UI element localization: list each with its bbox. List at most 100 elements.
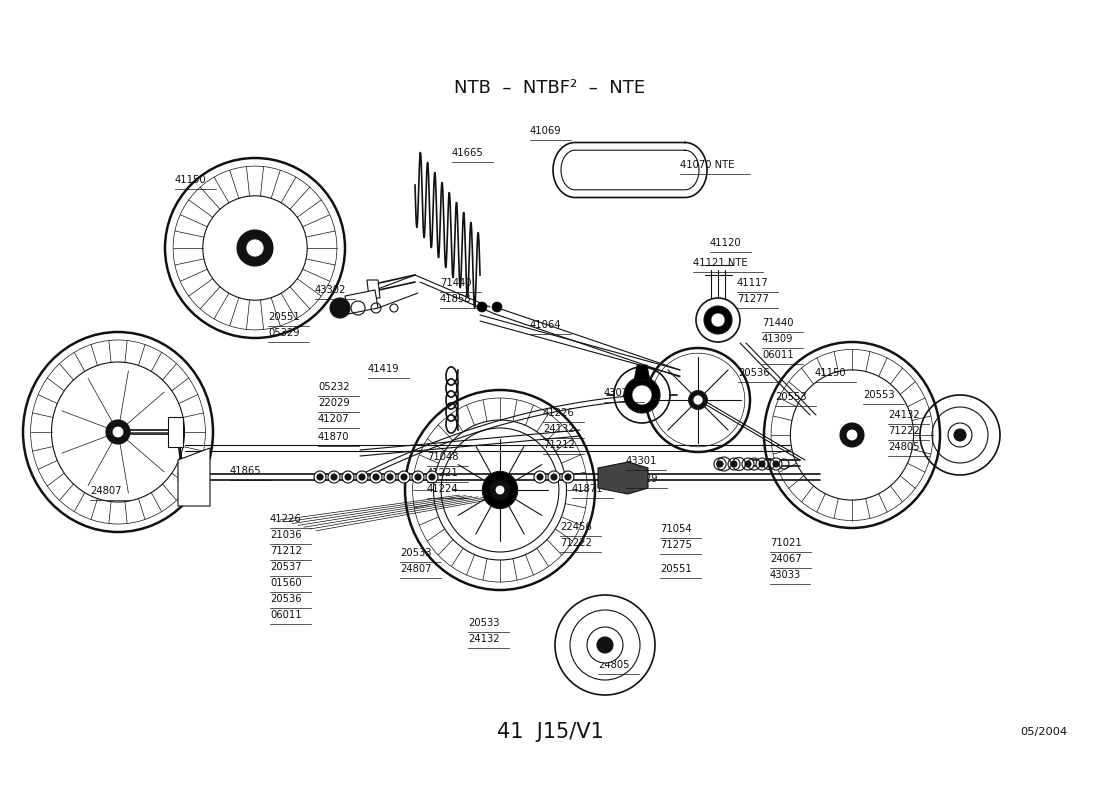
Circle shape <box>770 458 782 470</box>
Text: 41871: 41871 <box>572 484 604 494</box>
Text: 41064: 41064 <box>530 320 561 330</box>
Circle shape <box>728 458 740 470</box>
Text: 24067: 24067 <box>770 554 802 564</box>
Circle shape <box>384 471 396 483</box>
Text: 41419: 41419 <box>368 364 399 374</box>
Circle shape <box>773 461 779 467</box>
Circle shape <box>402 474 407 480</box>
Text: 41224: 41224 <box>427 484 459 494</box>
Circle shape <box>745 461 751 467</box>
Text: 41150: 41150 <box>175 175 207 185</box>
Text: 24132: 24132 <box>888 410 920 420</box>
Circle shape <box>492 302 502 312</box>
Circle shape <box>537 474 543 480</box>
Text: 71212: 71212 <box>270 546 301 556</box>
Text: 41309: 41309 <box>762 334 793 344</box>
Circle shape <box>954 429 966 441</box>
Circle shape <box>624 377 660 413</box>
Circle shape <box>759 461 764 467</box>
Text: 20537: 20537 <box>270 562 301 572</box>
Text: 24807: 24807 <box>90 486 121 496</box>
Circle shape <box>495 485 505 495</box>
Circle shape <box>426 471 438 483</box>
Circle shape <box>597 637 613 653</box>
Text: 24805: 24805 <box>598 660 629 670</box>
Text: 05329: 05329 <box>268 328 299 338</box>
Text: 43020: 43020 <box>604 388 636 398</box>
Circle shape <box>328 471 340 483</box>
Circle shape <box>548 471 560 483</box>
Circle shape <box>398 471 410 483</box>
Text: 20536: 20536 <box>738 368 770 378</box>
Circle shape <box>714 458 726 470</box>
Circle shape <box>704 306 732 334</box>
Text: 01560: 01560 <box>270 578 301 588</box>
Circle shape <box>840 423 864 447</box>
Circle shape <box>345 474 351 480</box>
Text: 71021: 71021 <box>770 538 802 548</box>
Text: 71222: 71222 <box>888 426 920 436</box>
Text: 43033: 43033 <box>770 570 801 580</box>
Text: 41121 NTE: 41121 NTE <box>693 258 748 268</box>
Circle shape <box>415 474 421 480</box>
Circle shape <box>342 471 354 483</box>
Circle shape <box>756 458 768 470</box>
Text: 41120: 41120 <box>710 238 741 248</box>
Text: 41665: 41665 <box>452 148 484 158</box>
Text: 24807: 24807 <box>400 564 431 574</box>
Circle shape <box>846 429 858 441</box>
Text: 41865: 41865 <box>230 466 262 476</box>
Circle shape <box>587 627 623 663</box>
Text: 71277: 71277 <box>737 294 769 304</box>
Text: 24805: 24805 <box>888 442 920 452</box>
Text: 43301: 43301 <box>626 456 658 466</box>
Text: 20533: 20533 <box>468 618 499 628</box>
Text: 22029: 22029 <box>318 398 350 408</box>
Circle shape <box>717 461 723 467</box>
Circle shape <box>331 474 337 480</box>
Polygon shape <box>634 365 650 380</box>
Text: 21036: 21036 <box>270 530 301 540</box>
Text: 41117: 41117 <box>737 278 769 288</box>
Circle shape <box>370 471 382 483</box>
Text: 71048: 71048 <box>427 452 459 462</box>
Text: 05/2004: 05/2004 <box>1020 727 1067 737</box>
Polygon shape <box>598 462 648 494</box>
Text: 71054: 71054 <box>660 524 692 534</box>
Text: 06011: 06011 <box>762 350 793 360</box>
Text: 41150: 41150 <box>815 368 847 378</box>
Text: 41870: 41870 <box>318 432 350 442</box>
Circle shape <box>490 480 510 500</box>
Text: 41207: 41207 <box>318 414 350 424</box>
Circle shape <box>689 390 707 410</box>
Circle shape <box>632 385 652 405</box>
Circle shape <box>732 461 737 467</box>
Polygon shape <box>168 417 183 447</box>
Circle shape <box>106 420 130 444</box>
Ellipse shape <box>482 471 518 509</box>
Circle shape <box>412 471 424 483</box>
Text: 41  J15/V1: 41 J15/V1 <box>496 722 604 742</box>
Circle shape <box>356 471 369 483</box>
Circle shape <box>565 474 571 480</box>
Text: 20553: 20553 <box>864 390 894 400</box>
Circle shape <box>236 230 273 266</box>
Text: 71440: 71440 <box>440 278 472 288</box>
Circle shape <box>551 474 557 480</box>
Circle shape <box>429 474 434 480</box>
Circle shape <box>246 239 264 257</box>
Circle shape <box>317 474 323 480</box>
Circle shape <box>562 471 574 483</box>
Text: 71275: 71275 <box>660 540 692 550</box>
Text: NTB  –  NTBF²  –  NTE: NTB – NTBF² – NTE <box>454 79 646 97</box>
Text: 20551: 20551 <box>268 312 299 322</box>
Text: 41858: 41858 <box>440 294 472 304</box>
Text: 41226: 41226 <box>543 408 574 418</box>
Circle shape <box>373 474 380 480</box>
Circle shape <box>534 471 546 483</box>
Circle shape <box>387 474 393 480</box>
Text: 41070 NTE: 41070 NTE <box>680 160 735 170</box>
Polygon shape <box>178 448 210 506</box>
Text: 20533: 20533 <box>400 548 431 558</box>
Text: 24132: 24132 <box>543 424 574 434</box>
